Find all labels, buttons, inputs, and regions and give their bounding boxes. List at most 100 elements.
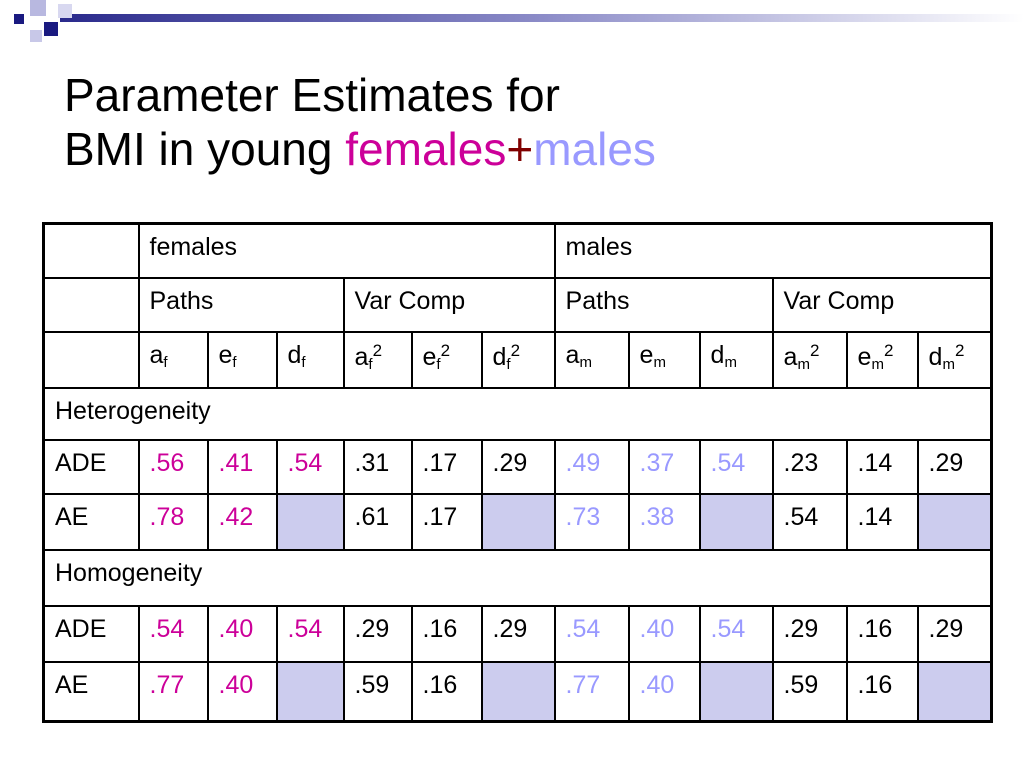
deco-square bbox=[14, 14, 24, 24]
param-base: a bbox=[149, 340, 164, 369]
param-base: e bbox=[422, 342, 437, 371]
deco-square bbox=[44, 22, 58, 36]
model-label: AE bbox=[42, 492, 140, 551]
estimate-cell: .54 bbox=[553, 604, 630, 663]
estimate-cell: .41 bbox=[206, 438, 278, 495]
param-subscript: f bbox=[436, 355, 441, 373]
estimate-cell: .54 bbox=[275, 604, 345, 663]
param-header: ef2 bbox=[410, 330, 483, 389]
empty-cell bbox=[698, 492, 774, 551]
subgroup-header: Var Comp bbox=[771, 276, 993, 333]
table-row: females males bbox=[42, 222, 993, 279]
param-superscript: 2 bbox=[440, 340, 451, 360]
table-row: AE .78.42 .61.17 .73.38 .54.14 bbox=[42, 492, 993, 551]
table-row: af ef df af2 ef2 df2 am em dm am2 em2 dm2 bbox=[42, 330, 993, 389]
param-header: af2 bbox=[342, 330, 413, 389]
estimate-cell: .14 bbox=[845, 438, 919, 495]
header-bar bbox=[60, 14, 1024, 22]
estimate-cell: .59 bbox=[342, 660, 413, 723]
param-subscript: f bbox=[163, 353, 168, 371]
param-header: em2 bbox=[845, 330, 919, 389]
table-row: ADE .54.40.54.29.16.29.54.40.54.29.16.29 bbox=[42, 604, 993, 663]
estimate-cell: .29 bbox=[771, 604, 848, 663]
table-row: Paths Var Comp Paths Var Comp bbox=[42, 276, 993, 333]
estimate-cell: .17 bbox=[410, 438, 483, 495]
empty-cell bbox=[275, 660, 345, 723]
param-subscript: m bbox=[653, 353, 666, 371]
section-label: Heterogeneity bbox=[42, 386, 993, 441]
param-header: am bbox=[553, 330, 630, 389]
param-subscript: m bbox=[871, 355, 884, 373]
param-subscript: m bbox=[579, 353, 592, 371]
group-header: females bbox=[137, 222, 556, 279]
empty-cell bbox=[42, 222, 140, 279]
param-subscript: m bbox=[797, 355, 810, 373]
title-line: BMI in young bbox=[64, 123, 346, 175]
param-subscript: f bbox=[301, 353, 306, 371]
estimate-cell: .59 bbox=[771, 660, 848, 723]
param-header: em bbox=[627, 330, 701, 389]
deco-square bbox=[58, 4, 72, 18]
empty-cell bbox=[916, 492, 993, 551]
section-label: Homogeneity bbox=[42, 548, 993, 607]
estimate-cell: .40 bbox=[206, 604, 278, 663]
title-plus: + bbox=[506, 123, 534, 175]
table-row: AE .77.40.59.16.77.40.59.16 bbox=[42, 660, 993, 723]
empty-cell bbox=[698, 660, 774, 723]
param-base: a bbox=[354, 342, 369, 371]
estimate-cell: .16 bbox=[845, 660, 919, 723]
model-label: ADE bbox=[42, 438, 140, 495]
subgroup-header: Paths bbox=[137, 276, 345, 333]
param-base: e bbox=[218, 340, 233, 369]
estimate-cell: .77 bbox=[137, 660, 209, 723]
param-base: e bbox=[639, 340, 654, 369]
param-header: df bbox=[275, 330, 345, 389]
estimate-cell: .56 bbox=[137, 438, 209, 495]
estimate-cell: .37 bbox=[627, 438, 701, 495]
estimate-cell: .38 bbox=[627, 492, 701, 551]
param-header: ef bbox=[206, 330, 278, 389]
param-base: d bbox=[928, 342, 943, 371]
estimate-cell: .54 bbox=[137, 604, 209, 663]
estimate-cell: .29 bbox=[916, 438, 993, 495]
title-line: Parameter Estimates for bbox=[64, 69, 560, 121]
table-row: Heterogeneity bbox=[42, 386, 993, 441]
estimate-cell: .17 bbox=[410, 492, 483, 551]
table-row: ADE .56.41.54.31.17.29.49.37.54.23.14.29 bbox=[42, 438, 993, 495]
deco-square bbox=[30, 0, 46, 16]
param-superscript: 2 bbox=[883, 340, 894, 360]
param-base: d bbox=[287, 340, 302, 369]
estimate-cell: .29 bbox=[480, 438, 556, 495]
empty-cell bbox=[275, 492, 345, 551]
estimate-cell: .61 bbox=[342, 492, 413, 551]
estimate-cell: .16 bbox=[845, 604, 919, 663]
param-superscript: 2 bbox=[954, 340, 965, 360]
subgroup-header: Var Comp bbox=[342, 276, 556, 333]
param-header: dm2 bbox=[916, 330, 993, 389]
estimate-cell: .40 bbox=[206, 660, 278, 723]
estimate-cell: .40 bbox=[627, 660, 701, 723]
empty-cell bbox=[42, 330, 140, 389]
param-base: e bbox=[857, 342, 872, 371]
estimate-cell: .29 bbox=[342, 604, 413, 663]
estimate-cell: .54 bbox=[275, 438, 345, 495]
estimate-cell: .14 bbox=[845, 492, 919, 551]
empty-cell bbox=[916, 660, 993, 723]
model-label: ADE bbox=[42, 604, 140, 663]
param-superscript: 2 bbox=[510, 340, 521, 360]
param-header: df2 bbox=[480, 330, 556, 389]
title-females: females bbox=[345, 123, 507, 175]
empty-cell bbox=[480, 492, 556, 551]
param-subscript: f bbox=[232, 353, 237, 371]
estimate-cell: .23 bbox=[771, 438, 848, 495]
param-subscript: m bbox=[942, 355, 955, 373]
slide-title: Parameter Estimates for BMI in young fem… bbox=[64, 68, 656, 176]
model-label: AE bbox=[42, 660, 140, 723]
estimate-cell: .54 bbox=[698, 438, 774, 495]
estimate-cell: .29 bbox=[480, 604, 556, 663]
group-header: males bbox=[553, 222, 993, 279]
estimate-cell: .40 bbox=[627, 604, 701, 663]
subgroup-header: Paths bbox=[553, 276, 774, 333]
empty-cell bbox=[480, 660, 556, 723]
